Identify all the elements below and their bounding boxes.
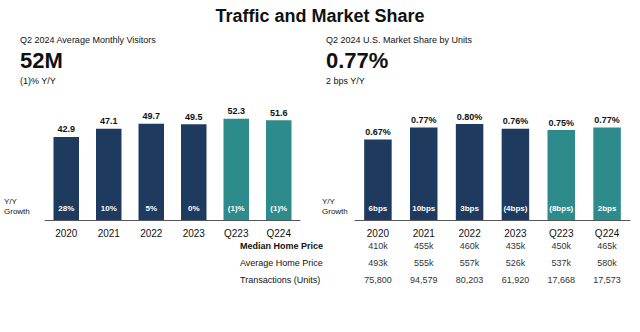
svg-text:Q224: Q224 <box>267 228 292 239</box>
svg-text:42.9: 42.9 <box>57 124 75 134</box>
svg-text:Y/Y: Y/Y <box>322 197 336 206</box>
svg-text:80,203: 80,203 <box>456 275 484 285</box>
svg-text:61,920: 61,920 <box>502 275 530 285</box>
svg-text:Average Home Price: Average Home Price <box>240 258 323 268</box>
svg-text:2020: 2020 <box>367 228 390 239</box>
svg-text:Traffic and Market Share: Traffic and Market Share <box>215 6 424 26</box>
svg-text:Q224: Q224 <box>595 228 620 239</box>
svg-text:0.77%: 0.77% <box>326 48 388 73</box>
svg-text:Y/Y: Y/Y <box>4 197 18 206</box>
svg-text:(4bps): (4bps) <box>503 204 527 213</box>
svg-text:(1)%: (1)% <box>228 204 245 213</box>
svg-text:2020: 2020 <box>55 228 78 239</box>
svg-text:0.80%: 0.80% <box>457 112 483 122</box>
svg-text:10bps: 10bps <box>412 204 436 213</box>
svg-text:(1)% Y/Y: (1)% Y/Y <box>20 76 56 86</box>
svg-text:465k: 465k <box>597 241 617 251</box>
svg-text:Q223: Q223 <box>549 228 574 239</box>
svg-text:0.77%: 0.77% <box>411 115 437 125</box>
svg-text:450k: 450k <box>551 241 571 251</box>
svg-text:17,573: 17,573 <box>593 275 621 285</box>
svg-text:0%: 0% <box>188 204 200 213</box>
svg-text:555k: 555k <box>414 258 434 268</box>
svg-text:(1)%: (1)% <box>270 204 287 213</box>
svg-text:Growth: Growth <box>322 207 348 216</box>
svg-text:Q2 2024 U.S. Market Share by U: Q2 2024 U.S. Market Share by Units <box>326 35 473 45</box>
svg-text:3bps: 3bps <box>460 204 479 213</box>
svg-text:75,800: 75,800 <box>364 275 392 285</box>
svg-text:557k: 557k <box>460 258 480 268</box>
svg-text:2022: 2022 <box>140 228 163 239</box>
svg-text:Q223: Q223 <box>224 228 249 239</box>
svg-text:Growth: Growth <box>4 207 30 216</box>
svg-text:0.77%: 0.77% <box>594 115 620 125</box>
svg-text:460k: 460k <box>460 241 480 251</box>
svg-text:Transactions (Units): Transactions (Units) <box>240 275 320 285</box>
svg-text:(8bps): (8bps) <box>549 204 573 213</box>
svg-text:49.5: 49.5 <box>185 112 203 122</box>
svg-text:537k: 537k <box>551 258 571 268</box>
svg-text:28%: 28% <box>58 204 74 213</box>
svg-text:52.3: 52.3 <box>227 106 245 116</box>
svg-text:455k: 455k <box>414 241 434 251</box>
svg-text:17,668: 17,668 <box>547 275 575 285</box>
svg-text:47.1: 47.1 <box>100 116 118 126</box>
svg-text:2021: 2021 <box>98 228 121 239</box>
svg-text:Median Home Price: Median Home Price <box>240 241 323 251</box>
svg-text:6bps: 6bps <box>369 204 388 213</box>
svg-text:2021: 2021 <box>413 228 436 239</box>
svg-text:49.7: 49.7 <box>142 111 160 121</box>
svg-text:10%: 10% <box>101 204 117 213</box>
svg-text:51.6: 51.6 <box>270 108 288 118</box>
svg-text:2022: 2022 <box>458 228 481 239</box>
svg-text:5%: 5% <box>145 204 157 213</box>
svg-text:2bps: 2bps <box>598 204 617 213</box>
svg-text:2023: 2023 <box>183 228 206 239</box>
svg-text:94,579: 94,579 <box>410 275 438 285</box>
svg-text:410k: 410k <box>368 241 388 251</box>
svg-text:2 bps Y/Y: 2 bps Y/Y <box>326 76 365 86</box>
svg-text:526k: 526k <box>506 258 526 268</box>
svg-text:52M: 52M <box>20 48 63 73</box>
svg-text:493k: 493k <box>368 258 388 268</box>
svg-text:435k: 435k <box>506 241 526 251</box>
svg-text:0.67%: 0.67% <box>365 127 391 137</box>
svg-text:Q2 2024 Average Monthly Visito: Q2 2024 Average Monthly Visitors <box>20 35 156 45</box>
svg-text:0.76%: 0.76% <box>503 116 529 126</box>
svg-text:580k: 580k <box>597 258 617 268</box>
svg-text:2023: 2023 <box>504 228 527 239</box>
svg-text:0.75%: 0.75% <box>548 118 574 128</box>
